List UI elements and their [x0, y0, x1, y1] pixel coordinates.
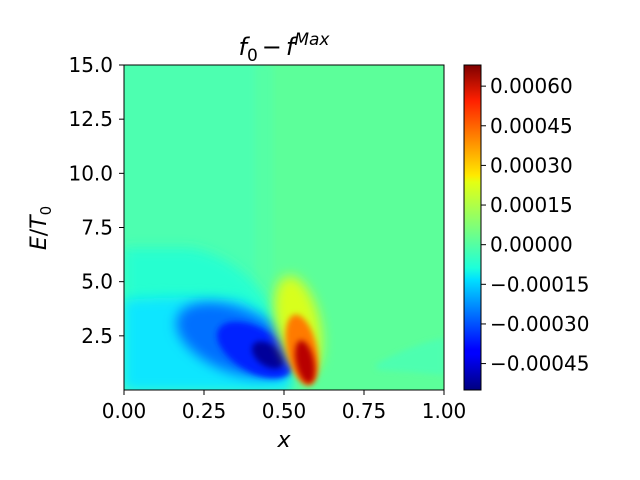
y-tick-label: 10.0: [68, 161, 113, 185]
y-tick-label: 12.5: [68, 107, 113, 131]
colorbar-tick-label: 0.00045: [490, 114, 573, 138]
y-axis-ticks: 2.5 5.0 7.5 10.0 12.5 15.0: [68, 53, 124, 348]
y-axis-label: E/T0: [27, 206, 55, 250]
chart-title: f0− fMax: [239, 30, 331, 66]
colorbar-tick-label: 0.00000: [490, 233, 573, 257]
heatmap-right-tail: [375, 338, 444, 375]
y-tick-label: 7.5: [81, 216, 113, 240]
colorbar: [463, 64, 482, 391]
x-axis-ticks: 0.00 0.25 0.50 0.75 1.00: [102, 390, 467, 423]
y-tick-label: 2.5: [81, 324, 113, 348]
heatmap: [124, 65, 444, 390]
x-tick-label: 0.75: [342, 399, 387, 423]
y-tick-label: 5.0: [81, 270, 113, 294]
x-tick-label: 0.50: [262, 399, 307, 423]
x-tick-label: 0.00: [102, 399, 147, 423]
x-axis-label: x: [276, 428, 291, 453]
x-tick-label: 1.00: [422, 399, 467, 423]
colorbar-tick-label: 0.00030: [490, 153, 573, 177]
colorbar-tick-label: −0.00045: [490, 352, 589, 376]
colorbar-tick-label: 0.00015: [490, 193, 573, 217]
heatmap-minimum-core: [251, 341, 285, 369]
colorbar-tick-label: −0.00015: [490, 272, 589, 296]
colorbar-ticks: −0.00045 −0.00030 −0.00015 0.00000 0.00015 0.…: [481, 74, 589, 376]
x-tick-label: 0.25: [182, 399, 227, 423]
y-tick-label: 15.0: [68, 53, 113, 77]
colorbar-tick-label: 0.00060: [490, 74, 573, 98]
heatmap-maximum-core: [295, 340, 315, 384]
colorbar-tick-label: −0.00030: [490, 312, 589, 336]
